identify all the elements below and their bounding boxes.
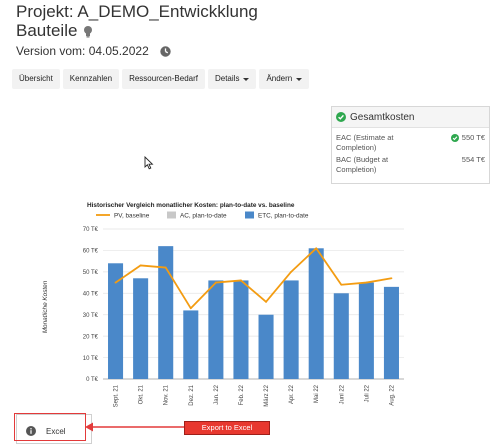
total-cost-header: Gesamtkosten xyxy=(332,107,489,128)
line-point-pv[interactable] xyxy=(365,281,368,284)
bar-etc[interactable] xyxy=(358,282,374,379)
eac-value-wrap: 550 T€ xyxy=(450,133,485,143)
eac-value: 550 T€ xyxy=(461,133,485,142)
x-tick-label: Mai 22 xyxy=(314,384,320,403)
bac-value-wrap: 554 T€ xyxy=(462,155,485,165)
x-tick-label: Dez. 21 xyxy=(189,384,195,405)
total-cost-panel: Gesamtkosten EAC (Estimate at Completion… xyxy=(331,106,490,184)
chart-line xyxy=(114,247,393,310)
line-point-pv[interactable] xyxy=(290,270,293,273)
chart-bars xyxy=(108,246,399,379)
nav-aendern-dropdown[interactable]: Ändern xyxy=(259,69,310,89)
total-cost-title: Gesamtkosten xyxy=(350,111,415,123)
y-tick-label: 40 T€ xyxy=(83,291,99,297)
legend-label-pv: PV, baseline xyxy=(114,212,150,219)
bar-etc[interactable] xyxy=(308,248,324,379)
bar-etc[interactable] xyxy=(133,278,149,379)
bar-etc[interactable] xyxy=(158,246,174,379)
version-info: Version vom: 04.05.2022 xyxy=(16,43,171,61)
info-icon xyxy=(26,426,36,436)
clock-icon[interactable] xyxy=(160,45,171,61)
legend-label-etc: ETC, plan-to-date xyxy=(258,212,309,219)
x-tick-label: Jan. 22 xyxy=(214,384,220,404)
y-axis-ticks: 0 T€ 10 T€ 20 T€ 30 T€ 40 T€ 50 T€ 60 T€ 70 T€ xyxy=(83,227,99,383)
y-tick-label: 70 T€ xyxy=(83,227,99,233)
line-point-pv[interactable] xyxy=(114,281,117,284)
bar-etc[interactable] xyxy=(283,280,299,379)
bar-etc[interactable] xyxy=(183,310,199,379)
bar-etc[interactable] xyxy=(258,314,274,379)
nav-ressourcen-button[interactable]: Ressourcen-Bedarf xyxy=(122,69,205,89)
y-tick-label: 60 T€ xyxy=(83,249,99,255)
check-circle-icon xyxy=(450,134,459,142)
bar-etc[interactable] xyxy=(208,280,224,379)
bar-etc[interactable] xyxy=(108,263,124,379)
y-axis-label: Monatliche Kosten xyxy=(42,280,49,333)
excel-export-button[interactable]: Excel xyxy=(26,426,66,436)
x-tick-label: Nov. 21 xyxy=(164,384,170,405)
annotation-arrow-icon xyxy=(85,422,184,432)
y-tick-label: 10 T€ xyxy=(83,356,99,362)
nav-details-label: Details xyxy=(214,74,240,83)
legend-swatch-etc xyxy=(245,211,254,219)
y-tick-label: 20 T€ xyxy=(83,334,99,340)
line-point-pv[interactable] xyxy=(240,279,242,282)
line-point-pv[interactable] xyxy=(164,266,167,269)
subtitle-text: Bauteile xyxy=(16,21,78,40)
nav-bar: Übersicht Kennzahlen Ressourcen-Bedarf D… xyxy=(12,69,310,89)
nav-uebersicht-label: Übersicht xyxy=(19,74,53,83)
chart-title: Historischer Vergleich monatlicher Koste… xyxy=(87,202,295,209)
x-tick-label: Sept. 21 xyxy=(114,384,120,407)
x-tick-label: Feb. 22 xyxy=(239,384,245,405)
caret-down-icon xyxy=(296,77,303,81)
cost-chart: Historischer Vergleich monatlicher Koste… xyxy=(42,202,404,407)
caret-down-icon xyxy=(243,77,250,81)
nav-aendern-label: Ändern xyxy=(266,74,293,83)
x-tick-label: Apr. 22 xyxy=(289,384,295,404)
chart-grid xyxy=(103,228,404,380)
page-subtitle: Bauteile xyxy=(16,21,93,43)
line-point-pv[interactable] xyxy=(139,264,142,267)
nav-ressourcen-label: Ressourcen-Bedarf xyxy=(129,74,198,83)
check-circle-icon xyxy=(336,112,346,122)
lightbulb-icon[interactable] xyxy=(83,23,93,43)
x-axis-ticks: Sept. 21 Okt. 21 Nov. 21 Dez. 21 Jan. 22 Feb.… xyxy=(114,384,396,407)
bac-row: BAC (Budget at Completion) 554 T€ xyxy=(336,155,485,175)
bar-etc[interactable] xyxy=(383,286,399,379)
x-tick-label: Juli 22 xyxy=(364,384,370,402)
line-point-pv[interactable] xyxy=(214,281,217,284)
eac-row: EAC (Estimate at Completion) 550 T€ xyxy=(336,133,485,153)
x-tick-label: Aug. 22 xyxy=(389,384,395,405)
x-tick-label: Juni 22 xyxy=(339,384,345,404)
line-point-pv[interactable] xyxy=(340,283,343,286)
legend-swatch-ac xyxy=(167,211,176,219)
y-tick-label: 30 T€ xyxy=(83,313,99,319)
chart-legend: PV, baseline AC, plan-to-date ETC, plan-to… xyxy=(96,211,309,219)
mouse-cursor-icon xyxy=(144,156,154,170)
nav-details-dropdown[interactable]: Details xyxy=(207,69,257,89)
page-title: Projekt: A_DEMO_Entwickklung xyxy=(16,2,258,21)
line-point-pv[interactable] xyxy=(189,307,192,310)
bac-value: 554 T€ xyxy=(461,155,485,164)
export-annotation-label: Export to Excel xyxy=(184,421,270,435)
y-tick-label: 50 T€ xyxy=(83,270,99,276)
line-point-pv[interactable] xyxy=(390,277,393,280)
nav-kennzahlen-label: Kennzahlen xyxy=(69,74,113,83)
y-tick-label: 0 T€ xyxy=(86,377,99,383)
legend-label-ac: AC, plan-to-date xyxy=(180,212,227,219)
line-pv-baseline[interactable] xyxy=(115,247,392,310)
bar-etc[interactable] xyxy=(333,293,349,379)
x-tick-label: März 22 xyxy=(264,384,270,406)
x-tick-label: Okt. 21 xyxy=(139,384,145,404)
nav-uebersicht-button[interactable]: Übersicht xyxy=(12,69,60,89)
line-point-pv[interactable] xyxy=(265,300,267,303)
bac-label: BAC (Budget at Completion) xyxy=(336,155,389,174)
eac-label: EAC (Estimate at Completion) xyxy=(336,133,394,152)
nav-kennzahlen-button[interactable]: Kennzahlen xyxy=(62,69,120,89)
annotation-highlight-box xyxy=(14,413,86,441)
excel-label: Excel xyxy=(46,426,66,436)
line-point-pv[interactable] xyxy=(315,247,318,250)
bar-etc[interactable] xyxy=(233,280,249,379)
version-text: Version vom: 04.05.2022 xyxy=(16,44,149,58)
